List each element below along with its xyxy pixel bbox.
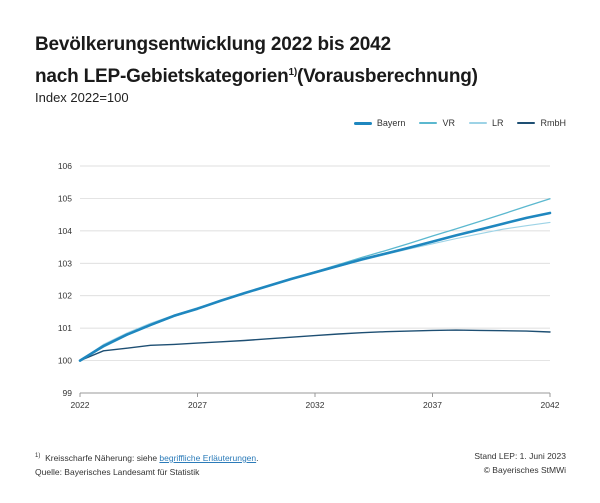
y-tick-label: 101 [58,323,72,333]
footnote-line: 1) Kreisscharfe Näherung: siehe begriffl… [35,449,259,465]
title-line-1: Bevölkerungsentwicklung 2022 bis 2042 [35,34,391,55]
legend-swatch [419,122,438,124]
legend-label: RmbH [540,118,566,128]
legend-swatch [468,122,487,124]
legend-item-bayern: Bayern [353,118,406,128]
x-tick-label: 2022 [71,400,90,410]
footer-right: Stand LEP: 1. Juni 2023 © Bayerisches St… [474,449,566,477]
legend-label: VR [442,118,455,128]
line-chart: 99 100 101 102 103 104 105 106 2022 2027 2032 2037 2… [58,161,560,410]
x-tick-label: 2042 [541,400,560,410]
y-tick-label: 99 [63,388,73,398]
y-tick-label: 105 [58,193,72,203]
source-text: Quelle: Bayerisches Landesamt für Statis… [35,466,200,477]
y-tick-label: 100 [58,356,72,366]
x-tick-label: 2027 [188,400,207,410]
legend-swatch [353,121,372,125]
y-tick-label: 102 [58,291,72,301]
series-line-rmbh [79,329,551,362]
legend-item-rmbh: RmbH [517,118,566,128]
chart-subtitle: Index 2022=100 [35,90,129,105]
copyright: © Bayerisches StMWi [483,465,566,475]
footnote: 1) Kreisscharfe Näherung: siehe begriffl… [35,449,259,479]
series-line-vr [79,198,551,362]
title-line-2: nach LEP-Gebietskategorien1)(Vorausberec… [35,59,478,91]
legend: Bayern VR LR RmbH [353,118,566,128]
footnote-link[interactable]: begriffliche Erläuterungen [159,452,257,463]
series-line-bayern [78,211,552,362]
series-line-lr [79,221,551,362]
y-tick-label: 103 [58,258,72,268]
legend-swatch [517,122,536,124]
legend-label: Bayern [376,118,406,128]
legend-item-lr: LR [468,118,504,128]
x-tick-label: 2032 [306,400,325,410]
title-line-2-suffix: (Vorausberechnung) [296,66,478,87]
chart-title: Bevölkerungsentwicklung 2022 bis 2042 na… [35,31,478,91]
footnote-text: Kreisscharfe Näherung: siehe [45,452,160,463]
legend-label: LR [491,118,504,128]
x-tick-label: 2037 [423,400,442,410]
title-line-2-prefix: nach LEP-Gebietskategorien [35,66,289,87]
y-tick-label: 106 [58,161,72,171]
legend-item-vr: VR [419,118,455,128]
y-tick-label: 104 [58,226,72,236]
footnote-end: . [256,452,259,463]
title-footnote-mark: 1) [288,67,297,78]
stand-date: Stand LEP: 1. Juni 2023 [474,451,566,461]
footnote-mark: 1) [35,453,41,459]
